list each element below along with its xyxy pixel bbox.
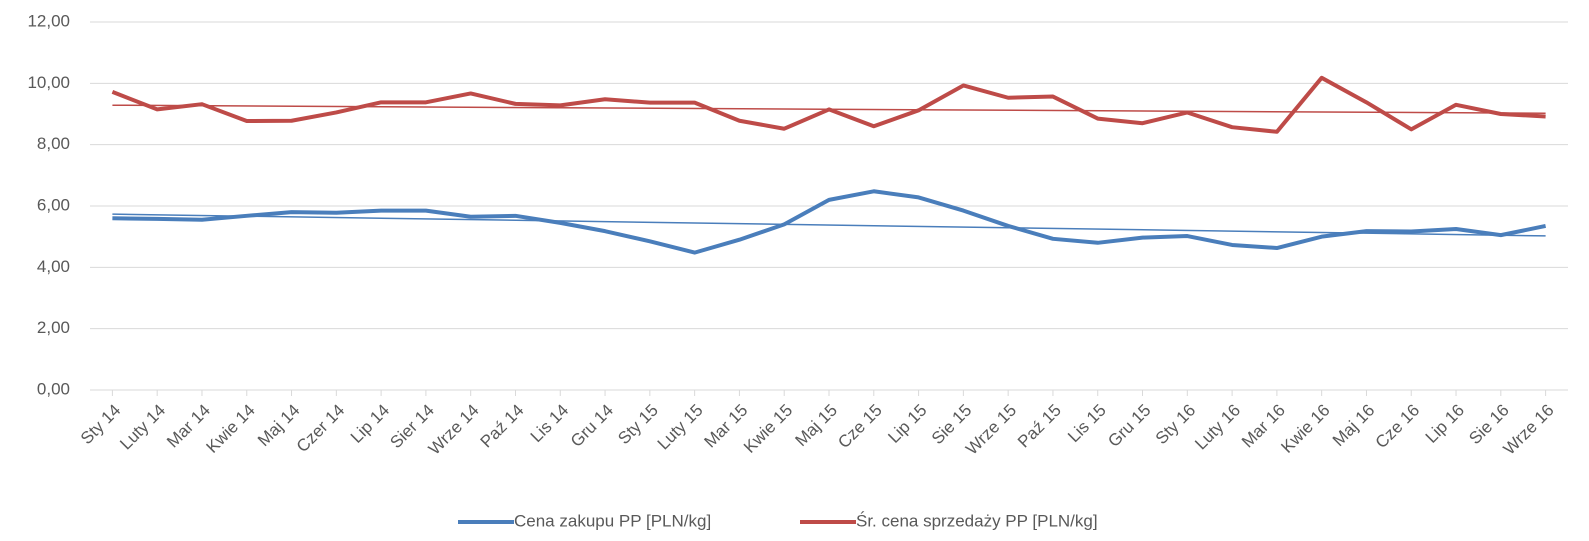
x-tick-label: Lis 14 [527,401,573,447]
y-tick-label: 0,00 [37,379,70,398]
x-tick-label: Gru 15 [1104,401,1154,451]
series-line [112,189,1547,255]
y-tick-label: 6,00 [37,195,70,214]
x-tick-label: Luty 16 [1191,401,1244,454]
x-tick-label: Gru 14 [567,401,617,451]
x-tick-label: Kwie 14 [203,401,259,457]
y-tick-label: 4,00 [37,257,70,276]
x-tick-label: Paź 14 [477,401,528,452]
x-tick-label: Lip 15 [884,401,930,447]
legend-label: Śr. cena sprzedaży PP [PLN/kg] [856,511,1098,530]
trendline [112,213,1546,237]
legend: Cena zakupu PP [PLN/kg] Śr. cena sprzedaż… [458,511,1098,530]
x-tick-label: Paź 15 [1014,401,1065,452]
legend-label: Cena zakupu PP [PLN/kg] [514,511,711,530]
x-tick-label: Cze 16 [1372,401,1424,453]
x-tick-label: Cze 15 [834,401,886,453]
x-tick-label: Kwie 16 [1277,401,1333,457]
y-tick-label: 10,00 [27,73,70,92]
y-tick-label: 2,00 [37,318,70,337]
x-tick-label: Kwie 15 [740,401,796,457]
x-tick-label: Maj 15 [791,401,841,451]
y-tick-label: 12,00 [27,11,70,30]
y-tick-label: 8,00 [37,134,70,153]
x-tick-label: Maj 16 [1329,401,1379,451]
x-tick-label: Czer 14 [293,401,349,457]
series-line [111,75,1546,134]
x-tick-label: Luty 14 [116,401,169,454]
x-tick-label: Wrze 15 [962,401,1020,459]
x-tick-label: Lis 15 [1064,401,1110,447]
x-tick-label: Luty 15 [654,401,707,454]
x-tick-label: Wrze 14 [425,401,483,459]
x-tick-label: Wrze 16 [1500,401,1558,459]
x-tick-label: Lip 16 [1422,401,1468,447]
